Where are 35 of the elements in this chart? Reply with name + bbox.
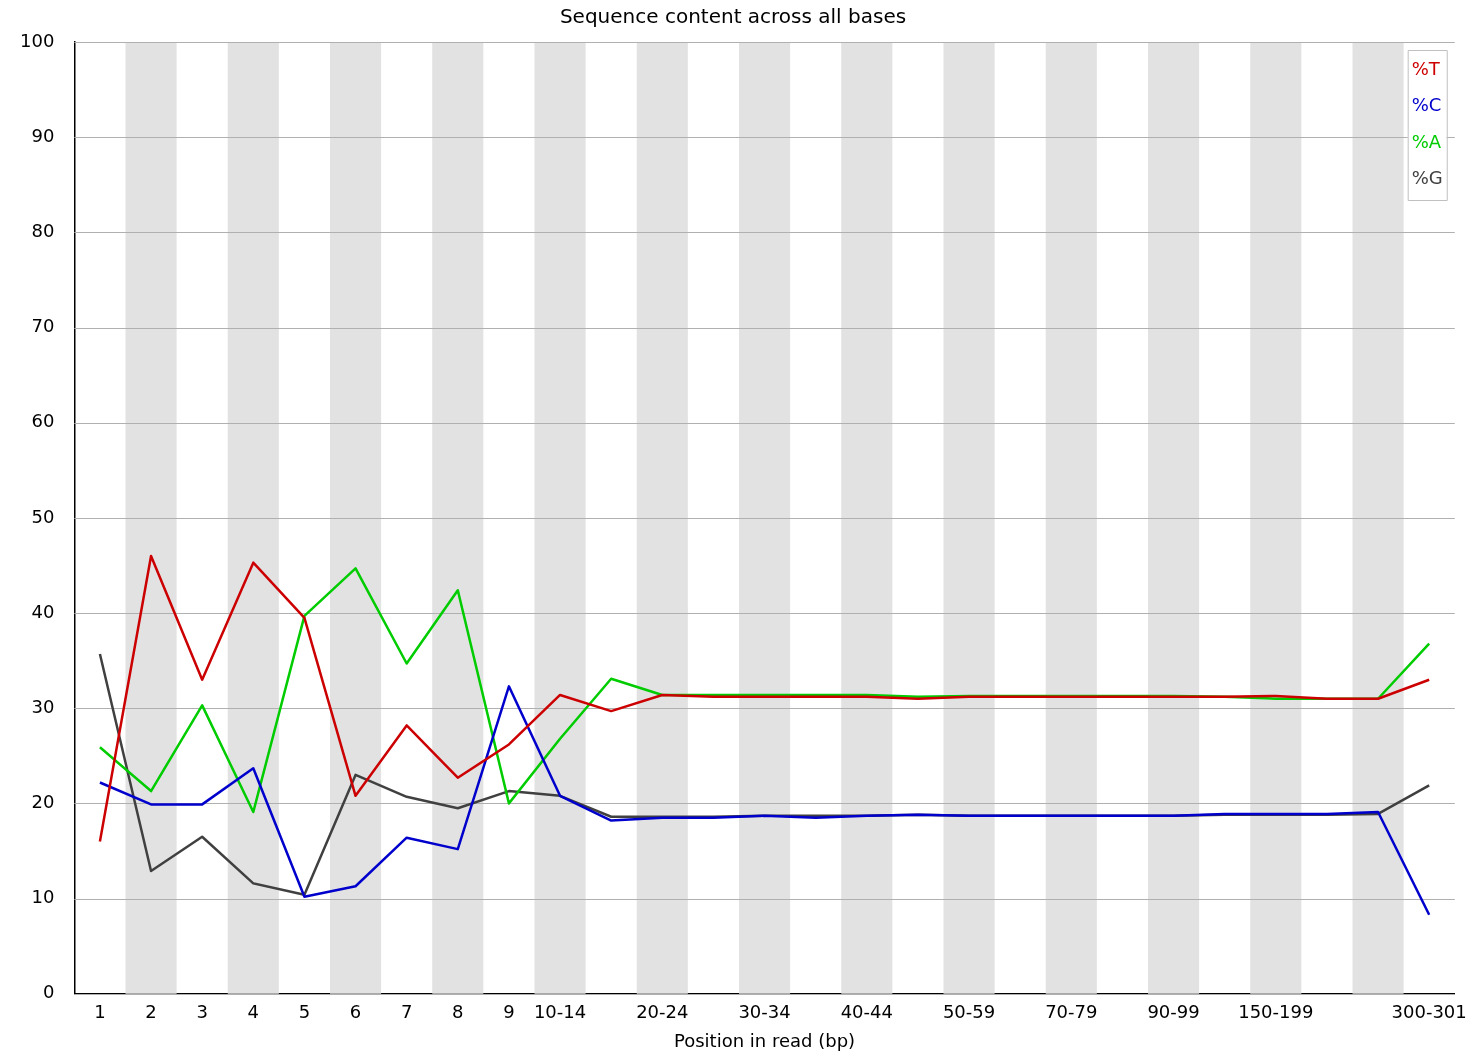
x-tick-label: 150-199 [1238, 1001, 1314, 1023]
x-tick-label: 6 [349, 1001, 362, 1023]
y-tick-label: 30 [31, 695, 55, 717]
y-tick-label: 40 [31, 600, 55, 622]
text: %T [1411, 57, 1441, 79]
y-tick-label: 100 [20, 29, 55, 51]
x-axis-title: Position in read (bp) [674, 1029, 856, 1051]
x-tick-label: 4 [247, 1001, 260, 1023]
y-tick-label: 50 [31, 505, 55, 527]
x-tick-label: 8 [452, 1001, 464, 1023]
x-tick-label: 30-34 [738, 1001, 791, 1023]
x-tick-label: 3 [196, 1001, 208, 1023]
x-tick-label: 40-44 [840, 1001, 893, 1023]
x-tick-label: 1 [94, 1001, 106, 1023]
text: %C [1411, 94, 1442, 116]
text: %G [1411, 167, 1443, 189]
chart-title: Sequence content across all bases [559, 4, 907, 29]
x-tick-label: 10-14 [533, 1001, 587, 1023]
x-tick-label: 5 [298, 1001, 311, 1023]
x-tick-label: 9 [503, 1001, 515, 1023]
y-tick-label: 70 [31, 315, 55, 337]
y-tick-label: 10 [31, 886, 55, 908]
y-tick-label: 0 [42, 981, 55, 1003]
x-tick-label: 2 [145, 1001, 157, 1023]
x-tick-label: 300-301 [1391, 1001, 1467, 1023]
y-tick-label: 20 [31, 791, 55, 813]
x-tick-label: 50-59 [942, 1001, 996, 1023]
text: %A [1411, 130, 1442, 152]
x-tick-label: 70-79 [1045, 1001, 1098, 1023]
x-tick-label: 7 [400, 1001, 413, 1023]
x-tick-label: 90-99 [1147, 1001, 1200, 1023]
y-tick-label: 90 [31, 124, 55, 146]
x-tick-label: 20-24 [636, 1001, 689, 1023]
y-tick-label: 80 [31, 220, 55, 242]
y-tick-label: 60 [31, 410, 55, 432]
